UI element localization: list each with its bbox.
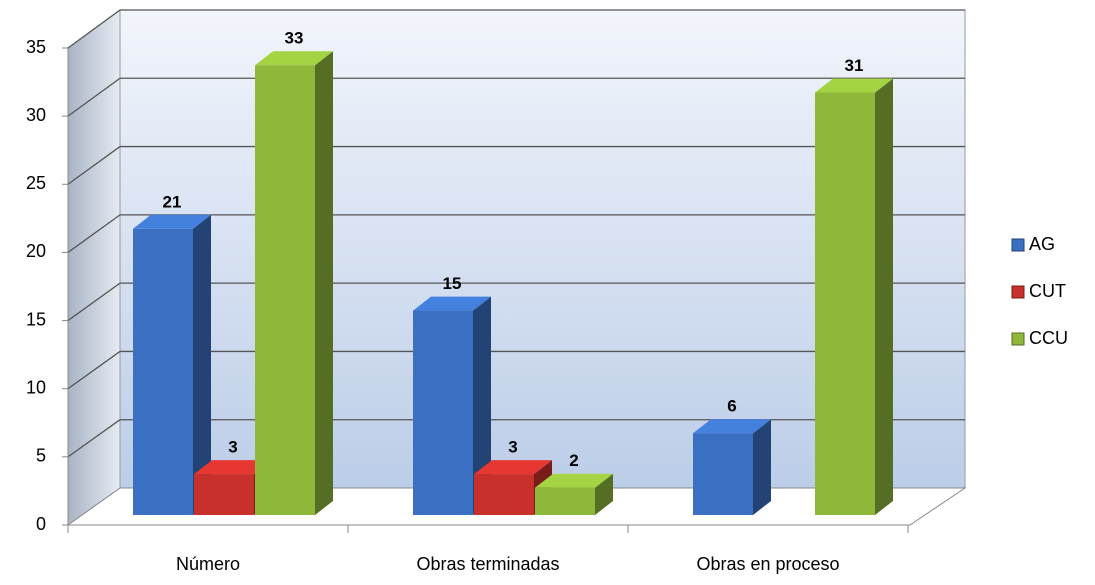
bar-top <box>133 214 211 229</box>
value-label: 31 <box>845 56 864 75</box>
value-label: 3 <box>228 438 237 457</box>
bar <box>255 51 333 515</box>
grid-line <box>67 77 121 117</box>
legend-label: AG <box>1029 234 1055 254</box>
y-tick-label: 20 <box>26 241 46 261</box>
bar-side <box>875 78 893 515</box>
y-tick-label: 35 <box>26 37 46 57</box>
value-label: 15 <box>443 274 462 293</box>
y-tick-label: 5 <box>36 446 46 466</box>
legend-swatch <box>1011 332 1025 346</box>
bar-top <box>693 419 771 434</box>
y-tick-label: 30 <box>26 105 46 125</box>
bar-side <box>473 296 491 515</box>
bar-top <box>815 78 893 93</box>
x-tick-label: Obras en proceso <box>696 554 839 574</box>
y-tick-label: 10 <box>26 377 46 397</box>
bar <box>535 473 613 515</box>
bar-top <box>255 51 333 66</box>
bar-side <box>753 419 771 515</box>
y-tick-label: 15 <box>26 309 46 329</box>
bar-top <box>194 460 272 475</box>
bar <box>413 296 491 515</box>
x-tick-label: Obras terminadas <box>416 554 559 574</box>
bar-side <box>193 214 211 516</box>
bar-front <box>815 92 875 515</box>
bar-top <box>413 296 491 311</box>
legend-label: CUT <box>1029 281 1066 301</box>
bar-top <box>474 460 552 475</box>
grid-line <box>67 419 121 458</box>
grid-line <box>67 9 121 49</box>
legend-swatch <box>1011 285 1025 299</box>
bar-top <box>535 473 613 488</box>
grid-line <box>67 146 121 185</box>
bar-front <box>413 310 473 515</box>
bar-front <box>535 487 595 515</box>
grid-line <box>67 350 121 390</box>
y-tick-label: 0 <box>36 514 46 534</box>
bar-front <box>474 474 534 515</box>
side-wall <box>67 9 121 526</box>
grid-line <box>67 214 121 253</box>
value-label: 33 <box>285 29 304 48</box>
value-label: 3 <box>508 438 517 457</box>
bar <box>133 214 211 516</box>
y-tick-label: 25 <box>26 173 46 193</box>
bar-side <box>315 51 333 515</box>
value-label: 2 <box>569 451 578 470</box>
bar-front <box>194 474 254 515</box>
bar <box>815 78 893 515</box>
bar-side <box>595 473 613 515</box>
bar-front <box>133 228 193 516</box>
legend-label: CCU <box>1029 328 1068 348</box>
x-tick-label: Número <box>176 554 240 574</box>
value-label: 21 <box>163 192 182 211</box>
legend-swatch <box>1011 238 1025 252</box>
bar <box>693 419 771 515</box>
value-label: 6 <box>727 397 736 416</box>
bar-front <box>693 433 753 515</box>
grid-line <box>67 282 121 322</box>
bar-front <box>255 65 315 515</box>
